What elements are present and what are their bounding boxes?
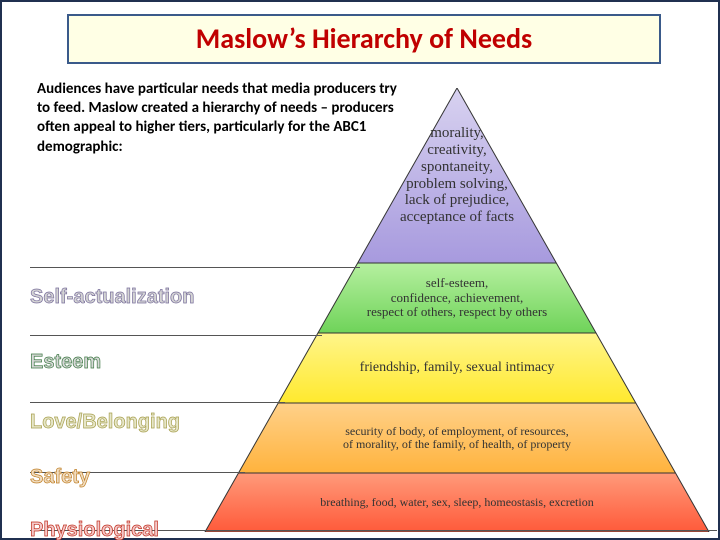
pyramid-layer-physiological: breathing, food, water, sex, sleep, home… [197,473,717,532]
tier-label-physiological: Physiological [30,519,159,540]
tier-label-love-belonging: Love/Belonging [30,411,180,434]
pyramid-layer-esteem: self-esteem, confidence, achievement, re… [197,263,717,333]
tier-label-self-actualization: Self-actualization [30,286,194,309]
slide-frame: Maslow’s Hierarchy of Needs Audiences ha… [0,0,720,540]
maslow-pyramid: morality, creativity, spontaneity, probl… [197,88,717,532]
slide-title: Maslow’s Hierarchy of Needs [196,21,532,56]
pyramid-layer-self-actualization: morality, creativity, spontaneity, probl… [197,88,717,263]
tier-rule-esteem [30,335,322,336]
tier-label-esteem: Esteem [30,351,101,374]
tier-label-safety: Safety [30,466,90,489]
title-box: Maslow’s Hierarchy of Needs [67,14,661,64]
tier-rule-self-actualization [30,267,360,268]
tier-rule-love-belonging [30,402,285,403]
pyramid-layer-love-belonging: friendship, family, sexual intimacy [197,333,717,403]
pyramid-layer-safety: security of body, of employment, of reso… [197,403,717,473]
